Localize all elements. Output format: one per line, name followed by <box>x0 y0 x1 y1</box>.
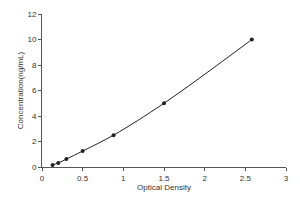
svg-text:1.5: 1.5 <box>158 174 170 183</box>
svg-text:0: 0 <box>32 163 37 172</box>
svg-text:0.5: 0.5 <box>77 174 89 183</box>
svg-text:12: 12 <box>27 10 36 19</box>
svg-text:2: 2 <box>32 137 37 146</box>
svg-text:Concentration(ng/mL): Concentration(ng/mL) <box>16 51 25 129</box>
svg-text:1: 1 <box>121 174 126 183</box>
svg-text:0: 0 <box>40 174 45 183</box>
svg-text:8: 8 <box>32 61 37 70</box>
svg-text:2.5: 2.5 <box>240 174 252 183</box>
svg-text:Optical Density: Optical Density <box>137 183 191 192</box>
svg-text:6: 6 <box>32 86 37 95</box>
svg-text:2: 2 <box>202 174 207 183</box>
svg-text:3: 3 <box>284 174 289 183</box>
svg-text:10: 10 <box>27 35 36 44</box>
svg-text:4: 4 <box>32 112 37 121</box>
